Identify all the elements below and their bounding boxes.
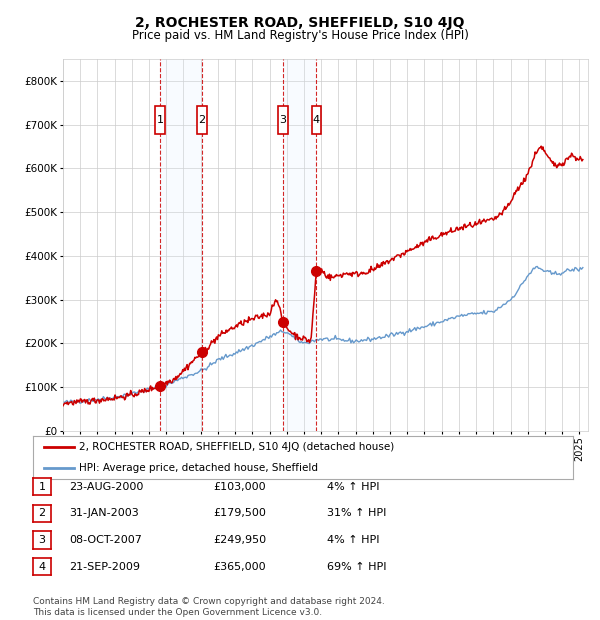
- Text: 31% ↑ HPI: 31% ↑ HPI: [327, 508, 386, 518]
- Text: 2: 2: [199, 115, 206, 125]
- Text: 1: 1: [38, 482, 46, 492]
- Text: 3: 3: [38, 535, 46, 545]
- Text: HPI: Average price, detached house, Sheffield: HPI: Average price, detached house, Shef…: [79, 463, 318, 473]
- Bar: [160, 59, 202, 431]
- Text: 69% ↑ HPI: 69% ↑ HPI: [327, 562, 386, 572]
- Text: 31-JAN-2003: 31-JAN-2003: [69, 508, 139, 518]
- Text: 1: 1: [157, 115, 164, 125]
- FancyBboxPatch shape: [197, 106, 207, 134]
- Text: £249,950: £249,950: [213, 535, 266, 545]
- Text: £365,000: £365,000: [213, 562, 266, 572]
- Text: £103,000: £103,000: [213, 482, 266, 492]
- Text: 2, ROCHESTER ROAD, SHEFFIELD, S10 4JQ: 2, ROCHESTER ROAD, SHEFFIELD, S10 4JQ: [135, 16, 465, 30]
- Text: 4% ↑ HPI: 4% ↑ HPI: [327, 535, 380, 545]
- Bar: [283, 59, 316, 431]
- Text: Price paid vs. HM Land Registry's House Price Index (HPI): Price paid vs. HM Land Registry's House …: [131, 29, 469, 42]
- Text: 23-AUG-2000: 23-AUG-2000: [69, 482, 143, 492]
- Text: Contains HM Land Registry data © Crown copyright and database right 2024.
This d: Contains HM Land Registry data © Crown c…: [33, 598, 385, 617]
- Text: 4: 4: [313, 115, 320, 125]
- FancyBboxPatch shape: [155, 106, 165, 134]
- Text: 4% ↑ HPI: 4% ↑ HPI: [327, 482, 380, 492]
- Text: 2, ROCHESTER ROAD, SHEFFIELD, S10 4JQ (detached house): 2, ROCHESTER ROAD, SHEFFIELD, S10 4JQ (d…: [79, 442, 394, 452]
- Text: 3: 3: [280, 115, 286, 125]
- Text: 4: 4: [38, 562, 46, 572]
- Text: 21-SEP-2009: 21-SEP-2009: [69, 562, 140, 572]
- Text: 08-OCT-2007: 08-OCT-2007: [69, 535, 142, 545]
- Text: 2: 2: [38, 508, 46, 518]
- Text: £179,500: £179,500: [213, 508, 266, 518]
- FancyBboxPatch shape: [278, 106, 287, 134]
- FancyBboxPatch shape: [311, 106, 321, 134]
